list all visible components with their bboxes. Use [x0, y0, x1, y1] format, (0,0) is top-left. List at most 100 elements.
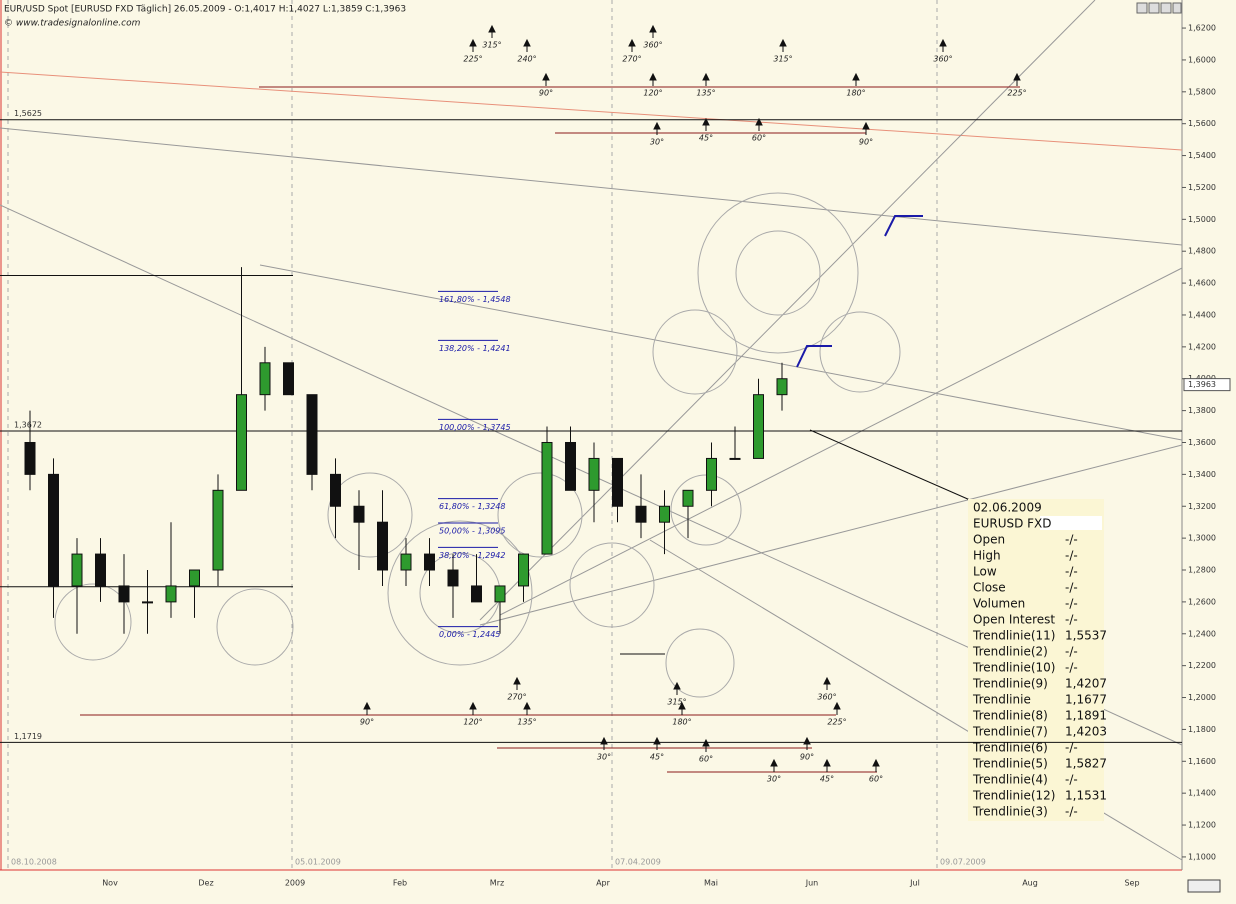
window-buttons[interactable]: [1136, 2, 1221, 893]
x-tick-label: Jul: [909, 879, 920, 888]
y-tick-label: 1,5000: [1188, 215, 1216, 224]
circle: [54, 583, 132, 661]
fib-label: 100,00% - 1,3745: [439, 423, 511, 432]
angle-label: 60°: [699, 755, 713, 764]
candle-body: [635, 505, 647, 523]
info-value: -/-: [1065, 533, 1078, 547]
candle-body: [706, 457, 717, 491]
info-label: Low: [973, 565, 997, 579]
button[interactable]: [1187, 879, 1221, 893]
circle: [327, 472, 413, 558]
info-label: Volumen: [973, 597, 1025, 611]
candle-body: [165, 585, 177, 603]
angle-arrow: [523, 38, 531, 52]
y-tick-label: 1,5200: [1188, 183, 1216, 192]
website: © www.tradesignalonline.com: [4, 19, 141, 29]
angle-arrow: [702, 738, 710, 752]
info-value: 1,1531: [1065, 789, 1107, 803]
candle-body: [447, 569, 459, 587]
fib-label: 138,20% - 1,4241: [439, 344, 511, 353]
angle-label: 120°: [643, 89, 662, 98]
candle-body: [588, 457, 600, 491]
chart-title: EUR/USD Spot [EURUSD FXD Täglich] 26.05.…: [4, 5, 406, 15]
angle-label: 135°: [517, 718, 536, 727]
x-tick-label: 2009: [285, 879, 305, 888]
candle-body: [48, 473, 59, 587]
info-label: Trendlinie(5): [972, 757, 1048, 771]
info-label: Trendlinie(9): [972, 677, 1048, 691]
candle-body: [330, 473, 341, 507]
fib-label: 38,20% - 1,2942: [439, 551, 505, 560]
level-label: 1,3672: [14, 421, 42, 430]
candle-body: [24, 441, 36, 475]
angle-label: 60°: [752, 134, 766, 143]
angle-arrow: [653, 736, 661, 750]
x-tick-label: Mai: [704, 879, 718, 888]
x-tick-label: Aug: [1022, 879, 1038, 888]
angle-arrow: [513, 676, 521, 690]
info-label: Close: [973, 581, 1006, 595]
button[interactable]: [1172, 2, 1182, 14]
y-tick-label: 1,2200: [1188, 661, 1216, 670]
candle-body: [212, 489, 224, 571]
angle-arrow: [702, 117, 710, 131]
y-tick-label: 1,2000: [1188, 693, 1216, 702]
button[interactable]: [1160, 2, 1172, 14]
info-value: -/-: [1065, 581, 1078, 595]
angle-arrow: [469, 38, 477, 52]
info-label: Open: [973, 533, 1005, 547]
y-tick-label: 1,4600: [1188, 279, 1216, 288]
angle-arrow: [488, 24, 496, 38]
info-label: Trendlinie: [972, 693, 1031, 707]
candle-body: [729, 457, 741, 460]
info-label: Trendlinie(7): [972, 725, 1048, 739]
angle-label: 90°: [800, 753, 814, 762]
trend-line: [479, 444, 1183, 626]
candle-body: [189, 569, 200, 587]
x-tick-label: Nov: [102, 879, 118, 888]
button[interactable]: [1136, 2, 1148, 14]
angle-label: 60°: [869, 775, 883, 784]
circle: [569, 542, 655, 628]
candle-body: [565, 441, 576, 491]
candle-body: [494, 585, 506, 603]
candle-body: [71, 553, 83, 587]
trend-line: [259, 264, 1183, 441]
circle: [387, 520, 533, 666]
y-tick-label: 1,1800: [1188, 725, 1216, 734]
level-label: 1,1719: [14, 732, 42, 741]
angle-label: 180°: [846, 89, 865, 98]
info-symbol: EURUSD FXD: [973, 517, 1052, 531]
candle-body: [518, 553, 529, 587]
angle-arrow: [702, 72, 710, 86]
pointer-line: [809, 429, 971, 501]
x-tick-label: Mrz: [490, 879, 504, 888]
angle-arrow: [872, 758, 880, 772]
angle-label: 225°: [827, 718, 846, 727]
info-value: -/-: [1065, 661, 1078, 675]
button[interactable]: [1148, 2, 1160, 14]
candle-body: [236, 394, 247, 491]
candle-body: [283, 362, 294, 396]
axis-panel: [1182, 0, 1236, 904]
info-value: 1,4203: [1065, 725, 1107, 739]
angle-lines: [80, 86, 1020, 773]
y-tick-label: 1,3600: [1188, 438, 1216, 447]
angle-arrow: [649, 72, 657, 86]
candle-body: [259, 362, 271, 396]
x-tick-label: Jun: [805, 879, 819, 888]
x-tick-label: Feb: [393, 879, 407, 888]
info-value: -/-: [1065, 805, 1078, 819]
angle-arrow: [833, 701, 841, 715]
trend-line: [0, 71, 1183, 151]
angle-label: 240°: [517, 55, 536, 64]
angle-label: 45°: [650, 753, 664, 762]
angle-arrow: [628, 38, 636, 52]
info-panel: [968, 499, 1104, 821]
circle: [652, 309, 738, 395]
y-tick-label: 1,2600: [1188, 597, 1216, 606]
y-tick-label: 1,1400: [1188, 789, 1216, 798]
y-tick-label: 1,5400: [1188, 151, 1216, 160]
candle-body: [682, 489, 694, 507]
